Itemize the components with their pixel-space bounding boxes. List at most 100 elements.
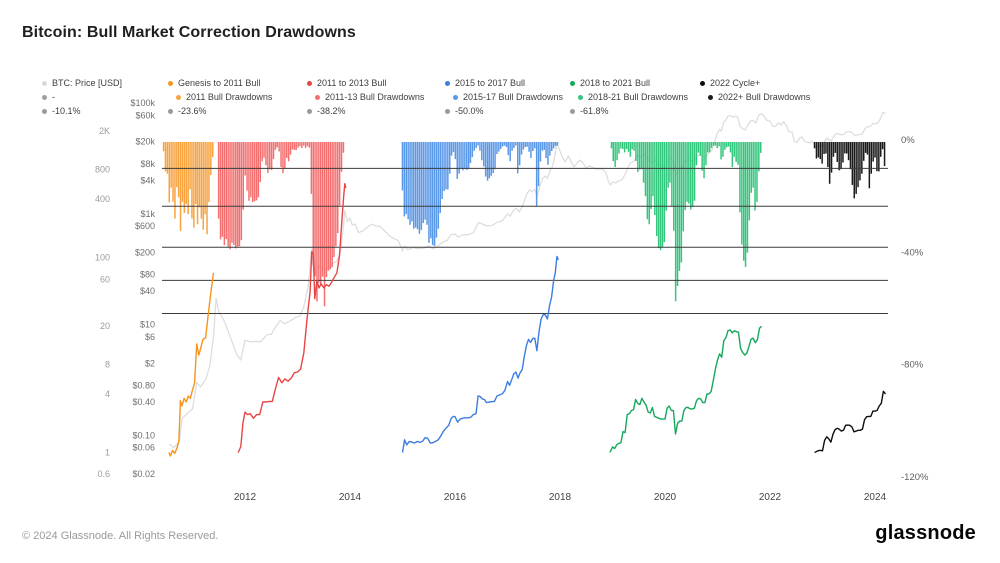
legend-item[interactable]: -38.2% [307, 106, 346, 116]
legend-item[interactable]: 2022+ Bull Drawdowns [708, 92, 810, 102]
svg-text:1: 1 [105, 448, 110, 458]
legend-item[interactable]: 2015 to 2017 Bull [445, 78, 525, 88]
legend-item-label: BTC: Price [USD] [52, 78, 123, 88]
svg-text:4: 4 [105, 389, 110, 399]
svg-text:$0.40: $0.40 [132, 397, 155, 407]
svg-text:$20k: $20k [135, 137, 155, 147]
legend-item[interactable]: 2011 to 2013 Bull [307, 78, 386, 88]
legend-item[interactable]: 2015-17 Bull Drawdowns [453, 92, 563, 102]
svg-text:$80: $80 [140, 270, 155, 280]
legend-marker-dot [42, 94, 47, 100]
svg-text:2012: 2012 [234, 492, 257, 503]
legend-item-label: 2011 Bull Drawdowns [186, 92, 273, 102]
svg-text:2022: 2022 [759, 492, 782, 503]
legend-item[interactable]: -10.1% [42, 106, 81, 116]
reference-drawdown-lines [162, 167, 888, 314]
svg-text:0.6: 0.6 [97, 469, 110, 479]
chart-legend: BTC: Price [USD] Genesis to 2011 Bull 2011… [0, 78, 1000, 120]
drawdown-bars[interactable] [813, 142, 886, 199]
legend-item[interactable]: 2018 to 2021 Bull [570, 78, 650, 88]
legend-marker-dot [168, 80, 173, 86]
svg-text:$10: $10 [140, 320, 155, 330]
glassnode-logo: glassnode [875, 522, 976, 544]
legend-marker-dot [570, 80, 575, 86]
svg-text:100: 100 [95, 253, 110, 263]
svg-text:2014: 2014 [339, 492, 362, 503]
svg-text:$40: $40 [140, 286, 155, 296]
left-axis-multiple-labels: 2K 800 400 100 60 20 8 4 1 0.6 [95, 126, 110, 479]
svg-text:2020: 2020 [654, 492, 677, 503]
svg-text:60: 60 [100, 274, 110, 284]
legend-item-label: 2011 to 2013 Bull [317, 78, 387, 88]
svg-text:$60k: $60k [135, 110, 155, 120]
legend-item-label: -10.1% [52, 106, 81, 116]
legend-item[interactable]: Genesis to 2011 Bull [168, 78, 260, 88]
svg-text:2016: 2016 [444, 492, 467, 503]
svg-text:8: 8 [105, 360, 110, 370]
legend-item-label: - [52, 92, 55, 102]
svg-text:$2: $2 [145, 358, 155, 368]
legend-marker-dot [315, 94, 320, 100]
cycle-price-line[interactable] [237, 182, 347, 453]
right-axis-percent-labels: 0% -40% -80% -120% [901, 135, 929, 483]
cycle-price-line[interactable] [814, 390, 887, 454]
svg-text:$100k: $100k [130, 98, 155, 108]
legend-item[interactable]: - [42, 92, 55, 102]
drawdown-bars[interactable] [610, 142, 762, 302]
svg-text:400: 400 [95, 194, 110, 204]
x-axis-year-labels: 2012 2014 2016 2018 2020 2022 2024 [234, 492, 887, 503]
svg-text:-40%: -40% [901, 247, 924, 258]
svg-text:$1k: $1k [140, 209, 155, 219]
svg-text:$0.02: $0.02 [132, 469, 155, 479]
legend-item-label: Genesis to 2011 Bull [178, 78, 261, 88]
legend-item[interactable]: 2022 Cycle+ [700, 78, 760, 88]
legend-item-label: 2011-13 Bull Drawdowns [325, 92, 425, 102]
legend-item-label: 2022+ Bull Drawdowns [718, 92, 811, 102]
legend-marker-dot [445, 80, 450, 86]
left-axis-price-labels: $100k $60k $20k $8k $4k $1k $600 $200 $80 $40 $10 $… [130, 98, 155, 479]
drawdown-bars[interactable] [217, 142, 345, 307]
svg-text:2K: 2K [99, 126, 110, 136]
cycle-price-line[interactable] [168, 272, 215, 457]
legend-item-label: 2018 to 2021 Bull [580, 78, 651, 88]
svg-text:2018: 2018 [549, 492, 572, 503]
legend-marker-dot [176, 94, 181, 100]
drawdown-bars[interactable] [401, 142, 559, 247]
legend-marker-dot [307, 108, 312, 114]
legend-marker-dot [708, 94, 713, 100]
svg-text:0%: 0% [901, 135, 915, 146]
page-title: Bitcoin: Bull Market Correction Drawdown… [22, 24, 356, 41]
legend-marker-dot [570, 108, 575, 114]
svg-text:$8k: $8k [140, 159, 155, 169]
legend-marker-dot [445, 108, 450, 114]
cycle-price-line[interactable] [401, 255, 560, 453]
legend-marker-dot [168, 108, 173, 114]
legend-item[interactable]: 2011 Bull Drawdowns [176, 92, 272, 102]
legend-item-label: -38.2% [317, 106, 346, 116]
legend-marker-dot [42, 80, 47, 86]
legend-item-label: -50.0% [455, 106, 484, 116]
legend-item[interactable]: -61.8% [570, 106, 609, 116]
legend-item[interactable]: -50.0% [445, 106, 484, 116]
legend-marker-dot [307, 80, 312, 86]
legend-item-label: 2018-21 Bull Drawdowns [588, 92, 689, 102]
legend-item-label: -23.6% [178, 106, 207, 116]
legend-marker-dot [453, 94, 458, 100]
svg-text:$600: $600 [135, 221, 155, 231]
svg-text:-80%: -80% [901, 360, 924, 371]
cycle-price-line[interactable] [609, 325, 763, 453]
legend-item[interactable]: 2018-21 Bull Drawdowns [578, 92, 688, 102]
svg-text:$0.06: $0.06 [132, 443, 155, 453]
svg-text:-120%: -120% [901, 472, 929, 483]
legend-item[interactable]: BTC: Price [USD] [42, 78, 122, 88]
svg-text:$6: $6 [145, 332, 155, 342]
legend-item-label: -61.8% [580, 106, 609, 116]
svg-text:$200: $200 [135, 248, 155, 258]
drawdown-bars[interactable] [162, 142, 214, 235]
legend-item[interactable]: -23.6% [168, 106, 207, 116]
svg-text:2024: 2024 [864, 492, 887, 503]
svg-text:800: 800 [95, 165, 110, 175]
legend-item[interactable]: 2011-13 Bull Drawdowns [315, 92, 424, 102]
legend-item-label: 2015 to 2017 Bull [455, 78, 526, 88]
